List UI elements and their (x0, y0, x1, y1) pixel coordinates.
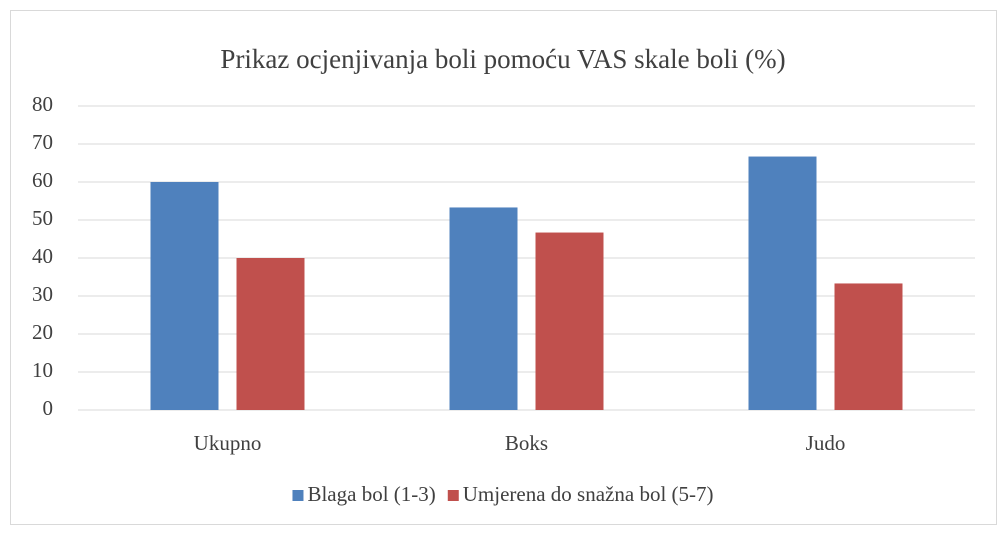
x-tick-label: Ukupno (194, 431, 262, 455)
y-tick-label: 50 (32, 206, 53, 230)
chart-title: Prikaz ocjenjivanja boli pomoću VAS skal… (220, 44, 785, 74)
legend-label: Umjerena do snažna bol (5-7) (463, 482, 714, 506)
legend-swatch (292, 490, 304, 501)
y-tick-label: 40 (32, 244, 53, 268)
y-tick-label: 0 (43, 396, 54, 420)
legend-label: Blaga bol (1-3) (307, 482, 435, 506)
y-tick-label: 20 (32, 320, 53, 344)
x-tick-label: Boks (505, 431, 548, 455)
bar (535, 232, 604, 410)
legend-swatch (447, 490, 459, 501)
y-tick-label: 60 (32, 168, 53, 192)
bar (834, 283, 903, 410)
bar (150, 182, 219, 410)
bar (748, 156, 817, 410)
bar (236, 258, 305, 410)
y-tick-label: 10 (32, 358, 53, 382)
bar (449, 207, 518, 410)
x-tick-label: Judo (806, 431, 846, 455)
y-tick-label: 70 (32, 130, 53, 154)
y-tick-label: 80 (32, 92, 53, 116)
y-tick-label: 30 (32, 282, 53, 306)
